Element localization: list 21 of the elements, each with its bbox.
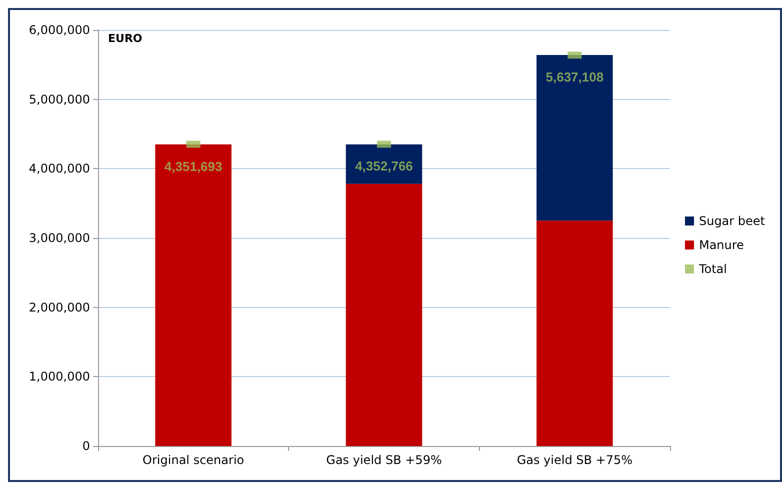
y-tick-label: 0: [82, 439, 90, 453]
data-label: 4,352,766: [355, 158, 413, 174]
x-tick-label: Gas yield SB +59%: [326, 453, 442, 467]
bar: [536, 220, 613, 446]
y-tick-label: 6,000,000: [28, 23, 90, 37]
bar: [155, 144, 232, 446]
legend-label: Manure: [698, 238, 744, 252]
x-tick-label: Original scenario: [142, 453, 244, 467]
y-tick-label: 3,000,000: [28, 231, 90, 245]
y-tick-label: 2,000,000: [28, 300, 90, 314]
legend-label: Sugar beet: [698, 214, 766, 228]
y-tick-label: 5,000,000: [28, 92, 90, 106]
y-axis-title: EURO: [108, 32, 142, 45]
legend-label: Total: [698, 262, 727, 276]
y-tick-label: 1,000,000: [28, 370, 90, 384]
y-tick-label: 4,000,000: [28, 162, 90, 176]
data-label: 5,637,108: [546, 70, 604, 85]
data-label: 4,351,693: [164, 158, 222, 174]
bar: [536, 54, 613, 221]
bar: [346, 184, 422, 446]
x-tick-label: Gas yield SB +75%: [516, 453, 633, 467]
